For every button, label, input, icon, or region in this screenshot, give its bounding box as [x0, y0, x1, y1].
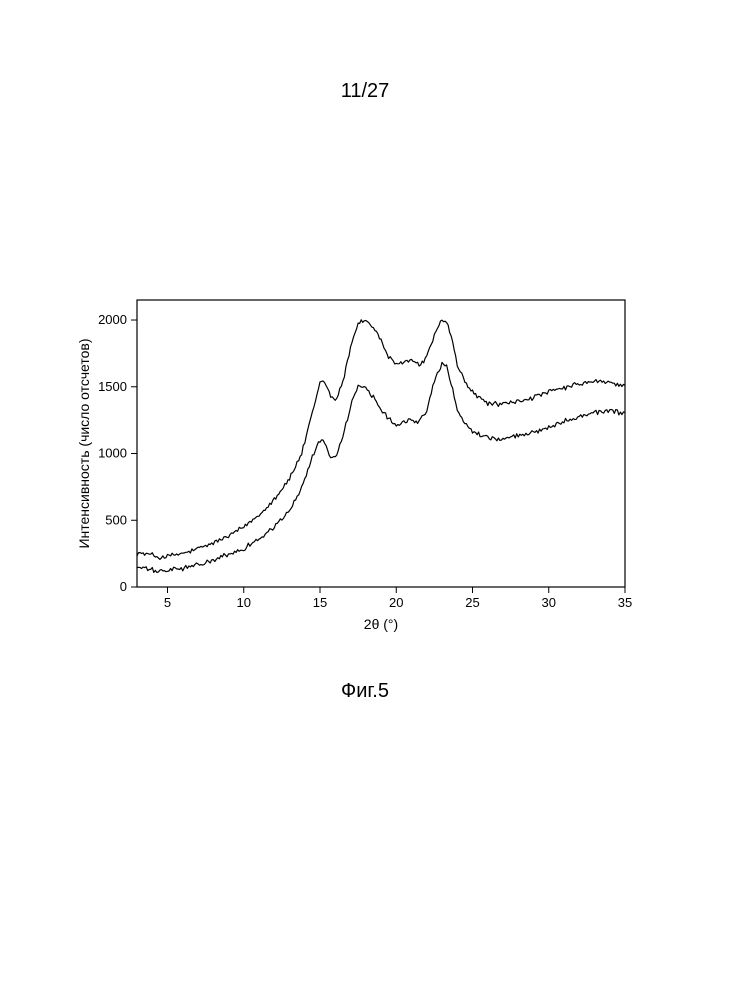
svg-text:30: 30: [542, 595, 556, 610]
svg-text:1000: 1000: [98, 446, 127, 461]
svg-text:10: 10: [237, 595, 251, 610]
svg-text:Интенсивность (число отсчетов): Интенсивность (число отсчетов): [76, 338, 92, 548]
page: 11/27 5 10 15 20 25 30 35 0 500 1000 1500 2000 2θ (°…: [0, 0, 730, 999]
figure-label: Фиг.5: [0, 680, 730, 703]
svg-text:25: 25: [465, 595, 479, 610]
svg-text:1500: 1500: [98, 379, 127, 394]
xrd-chart: 5 10 15 20 25 30 35 0 500 1000 1500 2000 2θ (°) Интен…: [75, 290, 635, 640]
chart-svg: 5 10 15 20 25 30 35 0 500 1000 1500 2000 2θ (°) Интен…: [75, 290, 635, 635]
page-number: 11/27: [0, 80, 730, 103]
svg-text:0: 0: [120, 579, 127, 594]
svg-text:20: 20: [389, 595, 403, 610]
svg-text:500: 500: [105, 512, 127, 527]
svg-text:2000: 2000: [98, 312, 127, 327]
svg-text:2θ (°): 2θ (°): [364, 616, 398, 632]
svg-text:15: 15: [313, 595, 327, 610]
svg-text:5: 5: [164, 595, 171, 610]
svg-text:35: 35: [618, 595, 632, 610]
